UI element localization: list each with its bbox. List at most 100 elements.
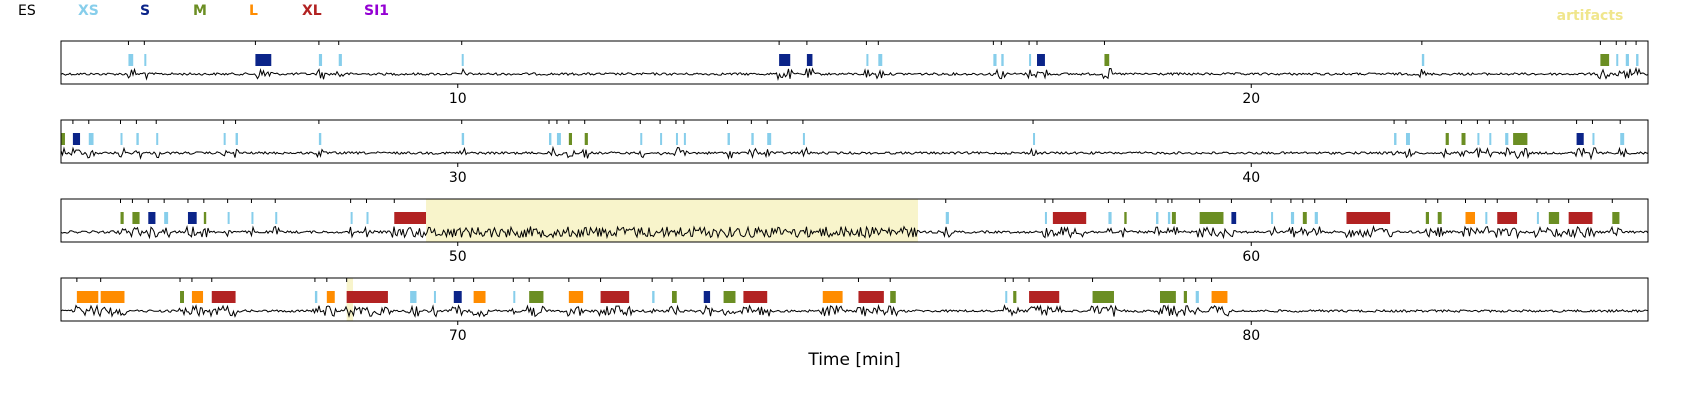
x-tick-label: 20	[1242, 91, 1260, 107]
event-xs	[1489, 133, 1492, 145]
event-xs	[314, 291, 318, 303]
event-m	[1013, 291, 1017, 303]
event-xs	[433, 291, 436, 303]
event-l	[568, 291, 584, 303]
event-xs	[120, 133, 123, 145]
event-s	[779, 54, 791, 66]
event-xs	[251, 212, 254, 224]
event-m	[1183, 291, 1187, 303]
event-m	[723, 291, 736, 303]
event-xs	[1505, 133, 1509, 145]
event-xl	[1497, 212, 1518, 224]
event-xs	[128, 54, 134, 66]
event-xl	[1029, 291, 1060, 303]
event-xl	[1568, 212, 1593, 224]
event-xs	[1001, 54, 1004, 66]
artifacts-label: artifacts	[1557, 8, 1624, 24]
event-xs	[410, 291, 417, 303]
event-m	[203, 212, 207, 224]
event-xs	[640, 133, 643, 145]
event-m	[180, 291, 184, 303]
event-m	[1124, 212, 1127, 224]
event-m	[1104, 54, 1110, 66]
panel-frame	[60, 119, 1649, 164]
legend-item-xl: XL	[302, 3, 322, 19]
x-tick-label: 40	[1242, 170, 1260, 186]
legend-item-m: M	[193, 3, 207, 19]
event-xs	[318, 133, 322, 145]
event-xs	[866, 54, 869, 66]
event-m	[1425, 212, 1429, 224]
panel-3: 50 60	[60, 198, 1649, 265]
event-m	[132, 212, 140, 224]
event-m	[1612, 212, 1620, 224]
event-xs	[144, 54, 147, 66]
event-xl	[346, 291, 388, 303]
event-xl	[743, 291, 768, 303]
event-xs	[549, 133, 552, 145]
event-m	[1199, 212, 1224, 224]
event-l	[1211, 291, 1228, 303]
legend-item-es: ES	[18, 3, 36, 19]
event-xs	[1625, 54, 1629, 66]
event-xs	[1005, 291, 1008, 303]
event-xs	[1394, 133, 1397, 145]
event-xs	[1044, 212, 1047, 224]
event-m	[1159, 291, 1176, 303]
event-xs	[227, 212, 230, 224]
legend-item-s: S	[140, 3, 150, 19]
event-xs	[275, 212, 278, 224]
event-s	[255, 54, 272, 66]
event-s	[1576, 133, 1584, 145]
panel-frame	[60, 277, 1649, 322]
legend-item-xs: XS	[78, 3, 99, 19]
event-xs	[1485, 212, 1488, 224]
event-m	[890, 291, 896, 303]
event-xl	[1346, 212, 1391, 224]
legend: ES XS S M L XL SI1	[18, 3, 389, 19]
event-xs	[802, 133, 805, 145]
panel-4: 70 80	[60, 277, 1649, 344]
event-l	[1465, 212, 1476, 224]
panel-frame	[60, 40, 1649, 85]
event-l	[822, 291, 843, 303]
x-tick-label: 80	[1242, 328, 1260, 344]
event-m	[1092, 291, 1114, 303]
event-xs	[1029, 54, 1032, 66]
event-xs	[1195, 291, 1199, 303]
event-xs	[1033, 133, 1036, 145]
event-m	[1548, 212, 1560, 224]
event-xs	[88, 133, 94, 145]
event-m	[584, 133, 588, 145]
event-xs	[751, 133, 754, 145]
event-xs	[878, 54, 883, 66]
event-xl	[858, 291, 884, 303]
signal-trace	[60, 224, 1649, 240]
signal-trace	[60, 66, 1649, 82]
event-s	[453, 291, 462, 303]
event-xl	[600, 291, 630, 303]
panels: 10 20 30 40 50 60 70 80	[60, 40, 1649, 344]
event-xs	[1156, 212, 1159, 224]
event-xs	[1616, 54, 1619, 66]
event-xs	[350, 212, 353, 224]
event-xs	[1636, 54, 1639, 66]
event-m	[1437, 212, 1442, 224]
panel-2: 30 40	[60, 119, 1649, 186]
event-xs	[1421, 54, 1425, 66]
event-xs	[338, 54, 342, 66]
event-xl	[1052, 212, 1087, 224]
event-xs	[1620, 133, 1625, 145]
event-xs	[1592, 133, 1595, 145]
x-tick-label: 60	[1242, 249, 1260, 265]
event-l	[326, 291, 335, 303]
event-m	[1171, 212, 1176, 224]
event-m	[568, 133, 573, 145]
event-xs	[1167, 212, 1171, 224]
event-xs	[461, 54, 464, 66]
event-m	[120, 212, 124, 224]
event-s	[72, 133, 81, 145]
event-xs	[660, 133, 663, 145]
event-m	[1302, 212, 1307, 224]
